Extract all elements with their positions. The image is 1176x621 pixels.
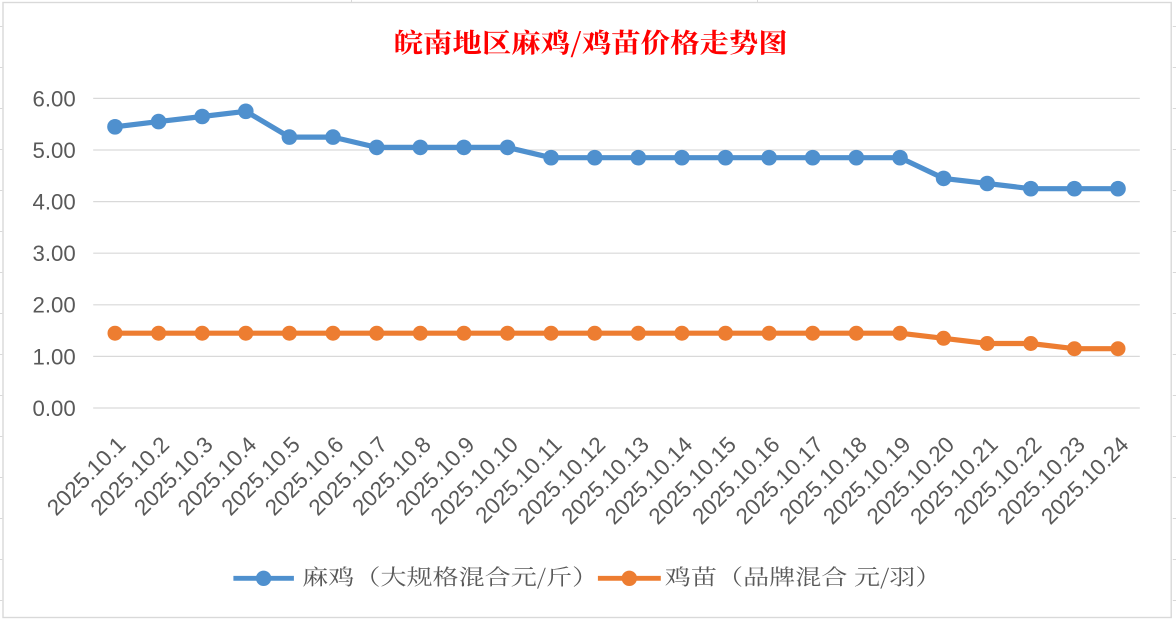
svg-text:3.00: 3.00 xyxy=(33,241,76,266)
svg-text:4.00: 4.00 xyxy=(33,190,76,215)
svg-text:6.00: 6.00 xyxy=(33,86,76,111)
svg-text:1.00: 1.00 xyxy=(33,344,76,369)
svg-text:2.00: 2.00 xyxy=(33,293,76,318)
svg-text:5.00: 5.00 xyxy=(33,138,76,163)
svg-text:0.00: 0.00 xyxy=(33,396,76,421)
